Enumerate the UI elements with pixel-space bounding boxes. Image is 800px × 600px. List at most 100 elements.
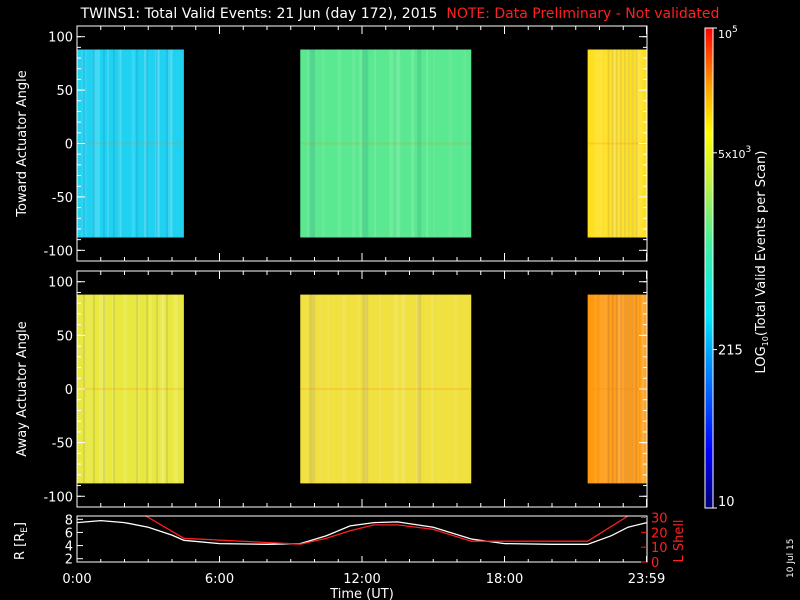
colorbar-label-rest: (Total Valid Events per Scan) xyxy=(754,151,769,337)
toward-ytick-label: 100 xyxy=(48,31,73,46)
toward-streak xyxy=(170,49,173,238)
chart-title: TWINS1: Total Valid Events: 21 Jun (day … xyxy=(0,6,800,22)
away-streak xyxy=(364,294,367,484)
toward-streak xyxy=(364,49,367,238)
away-streak xyxy=(305,294,309,484)
away-streak xyxy=(99,294,101,484)
toward-streak xyxy=(594,49,599,238)
away-ytick-label: 50 xyxy=(56,329,73,344)
away-streak xyxy=(617,294,622,484)
r-series-line xyxy=(76,519,648,545)
colorbar-tick-label: 10 xyxy=(718,495,735,510)
away-streak xyxy=(166,294,168,484)
toward-segment-2 xyxy=(587,49,647,238)
toward-streak xyxy=(389,49,394,238)
toward-streak xyxy=(337,49,342,238)
toward-streak xyxy=(631,49,634,238)
away-zero-band xyxy=(77,388,184,390)
away-streak xyxy=(366,294,369,484)
toward-streak xyxy=(309,49,312,238)
away-streak xyxy=(112,294,114,484)
away-streak xyxy=(379,294,382,484)
toward-ytick-label: -50 xyxy=(52,191,73,206)
orbit-ytick-right-label: 10 xyxy=(651,541,668,556)
toward-streak xyxy=(307,49,311,238)
away-streak xyxy=(613,294,617,484)
title-note: NOTE: Data Preliminary - Not validated xyxy=(446,6,720,22)
away-streak xyxy=(162,294,165,484)
away-streak xyxy=(362,294,365,484)
away-ytick-label: 0 xyxy=(65,383,73,398)
orbit-ylabel-left-end: ] xyxy=(13,522,28,527)
toward-streak xyxy=(627,49,630,238)
orbit-xtick-label: 18:00 xyxy=(486,572,523,587)
toward-zero-band xyxy=(300,142,472,145)
away-ytick-label: 100 xyxy=(48,276,73,291)
toward-streak xyxy=(93,49,95,238)
toward-streak xyxy=(396,49,401,238)
orbit-ytick-right-label: 0 xyxy=(651,556,659,571)
toward-streak xyxy=(635,49,638,238)
away-streak xyxy=(594,294,597,484)
toward-streak xyxy=(107,49,109,238)
away-streak xyxy=(603,294,606,484)
toward-streak xyxy=(168,49,172,238)
away-streak xyxy=(103,294,105,484)
away-streak xyxy=(357,294,361,484)
colorbar-label: LOG10(Total Valid Events per Scan) xyxy=(754,151,770,374)
toward-streak xyxy=(136,49,138,238)
toward-streak xyxy=(315,49,318,238)
away-streak xyxy=(453,294,458,484)
orbit-ytick-left-label: 2 xyxy=(65,553,73,568)
away-streak xyxy=(342,294,347,484)
toward-streak xyxy=(411,49,415,238)
colorbar-tick-mult: 5x xyxy=(718,148,732,161)
toward-streak xyxy=(598,49,601,238)
away-streak xyxy=(173,294,177,484)
away-streak xyxy=(631,294,635,484)
orbit-ylabel-left-main: R [R xyxy=(13,533,28,560)
away-streak xyxy=(156,294,158,484)
toward-streak xyxy=(615,49,618,238)
away-streak xyxy=(622,294,626,484)
toward-streak xyxy=(131,49,134,238)
toward-streak xyxy=(155,49,159,238)
away-streak xyxy=(431,294,434,484)
toward-streak xyxy=(463,49,467,238)
orbit-ytick-left-label: 6 xyxy=(65,526,73,541)
away-streak xyxy=(623,294,626,484)
away-streak xyxy=(313,294,316,484)
toward-streak xyxy=(144,49,147,238)
away-streak xyxy=(631,294,634,484)
toward-ytick-label: 0 xyxy=(65,138,73,153)
orbit-ytick-right-label: 30 xyxy=(651,511,668,526)
away-streak xyxy=(309,294,312,484)
away-streak xyxy=(136,294,139,484)
lshell-series-line xyxy=(145,515,629,545)
away-streak xyxy=(125,294,127,484)
toward-streak xyxy=(118,49,121,238)
away-ytick-label: -100 xyxy=(43,490,73,505)
colorbar-tick-label: 215 xyxy=(718,344,743,359)
away-ytick-label: -50 xyxy=(52,437,73,452)
toward-streak xyxy=(374,49,377,238)
toward-streak xyxy=(156,49,158,238)
away-streak xyxy=(149,294,152,484)
toward-streak xyxy=(417,49,420,238)
away-streak xyxy=(608,294,613,484)
toward-streak xyxy=(352,49,356,238)
toward-segment-1 xyxy=(300,49,472,238)
away-segment-1 xyxy=(300,294,472,484)
orbit-xtick-label: 23:59 xyxy=(628,572,665,587)
toward-streak xyxy=(166,49,168,238)
colorbar-tick-label: 5x103 xyxy=(718,145,751,161)
toward-ytick-label: 50 xyxy=(56,84,73,99)
away-panel: 100 50 0 -50 -100 Away Actuator Angle xyxy=(15,270,648,508)
toward-streak xyxy=(599,49,603,238)
toward-segment-0 xyxy=(77,49,184,238)
toward-streak xyxy=(311,49,314,238)
colorbar-tick-base: 10 xyxy=(718,28,732,41)
toward-streak xyxy=(146,49,148,238)
colorbar-label-main: LOG xyxy=(754,346,769,373)
